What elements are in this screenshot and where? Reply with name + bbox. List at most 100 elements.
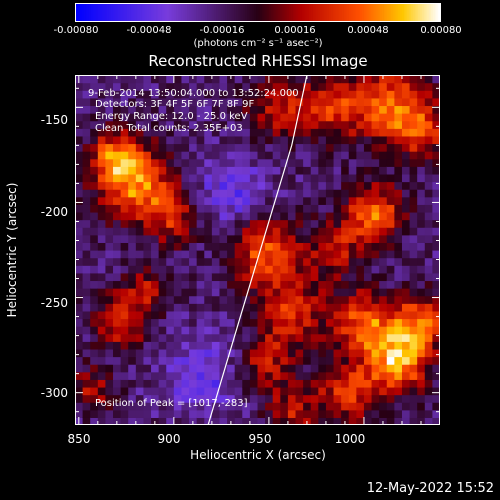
heatmap-cell: [363, 265, 373, 274]
heatmap-cell: [280, 204, 289, 213]
heatmap-cell: [120, 204, 129, 213]
heatmap-cell: [227, 196, 236, 205]
heatmap-cell: [287, 379, 297, 388]
heatmap-cell: [82, 166, 91, 175]
heatmap-cell: [128, 181, 137, 190]
heatmap-cell: [75, 97, 84, 107]
heatmap-cell: [82, 135, 91, 145]
heatmap-cell: [386, 402, 395, 411]
heatmap-cell: [196, 189, 205, 198]
heatmap-cell: [424, 211, 433, 221]
heatmap-cell: [75, 364, 84, 373]
heatmap-cell: [295, 234, 304, 243]
heatmap-cell: [265, 326, 274, 335]
heatmap-cell: [113, 356, 122, 365]
heatmap-cell: [219, 151, 228, 160]
heatmap-cell: [82, 326, 91, 335]
heatmap-cell: [82, 356, 91, 365]
heatmap-cell: [204, 417, 213, 425]
heatmap-cell: [158, 113, 167, 122]
heatmap-cell: [75, 173, 84, 183]
heatmap-cell: [394, 417, 403, 425]
heatmap-cell: [204, 257, 213, 266]
heatmap-cell: [265, 364, 274, 373]
heatmap-cell: [379, 265, 388, 274]
heatmap-cell: [143, 326, 152, 335]
heatmap-cell: [249, 409, 259, 418]
heatmap-cell: [143, 379, 152, 388]
heatmap-cell: [318, 90, 327, 99]
heatmap-cell: [310, 417, 319, 425]
heatmap-cell: [341, 280, 350, 289]
heatmap-cell: [166, 143, 175, 152]
heatmap-cell: [386, 364, 395, 373]
colorbar: [75, 3, 441, 22]
heatmap-cell: [310, 265, 319, 274]
heatmap-cell: [295, 386, 304, 396]
heatmap-cell: [173, 113, 183, 122]
heatmap-cell: [166, 82, 175, 91]
heatmap-cell: [295, 151, 304, 160]
heatmap-cell: [82, 211, 91, 221]
heatmap-cell: [303, 310, 312, 320]
heatmap-cell: [166, 189, 175, 198]
heatmap-cell: [341, 295, 350, 304]
heatmap-cell: [318, 151, 327, 160]
heatmap-cell: [318, 257, 327, 266]
heatmap-cell: [401, 409, 411, 418]
heatmap-cell: [181, 242, 190, 251]
heatmap-cell: [211, 97, 221, 107]
heatmap-cell: [135, 409, 145, 418]
heatmap-cell: [394, 402, 403, 411]
heatmap-cell: [189, 211, 198, 221]
heatmap-cell: [348, 364, 357, 373]
heatmap-cell: [394, 364, 403, 373]
heatmap-cell: [371, 113, 380, 122]
heatmap-cell: [348, 211, 357, 221]
heatmap-cell: [310, 333, 319, 342]
heatmap-cell: [386, 257, 395, 266]
heatmap-cell: [143, 75, 152, 84]
heatmap-cell: [234, 219, 243, 228]
heatmap-cell: [303, 356, 312, 365]
heatmap-cell: [90, 181, 99, 190]
heatmap-cell: [158, 257, 167, 266]
heatmap-cell: [143, 409, 152, 418]
heatmap-cell: [394, 173, 403, 183]
heatmap-cell: [75, 151, 84, 160]
heatmap-cell: [432, 105, 440, 114]
heatmap-cell: [386, 151, 395, 160]
heatmap-cell: [120, 242, 129, 251]
heatmap-cell: [234, 250, 243, 259]
heatmap-cell: [310, 158, 319, 167]
heatmap-cell: [432, 288, 440, 297]
heatmap-cell: [356, 219, 365, 228]
heatmap-cell: [257, 82, 266, 91]
heatmap-cell: [409, 158, 418, 167]
heatmap-cell: [424, 173, 433, 183]
heatmap-cell: [128, 341, 137, 350]
heatmap-cell: [120, 265, 129, 274]
heatmap-cell: [333, 143, 342, 152]
heatmap-cell: [257, 128, 266, 137]
heatmap-cell: [196, 151, 205, 160]
heatmap-cell: [341, 82, 350, 91]
heatmap-cell: [272, 105, 281, 114]
heatmap-cell: [181, 310, 190, 320]
heatmap-cell: [386, 379, 395, 388]
heatmap-cell: [386, 211, 395, 221]
heatmap-cell: [295, 75, 304, 84]
heatmap-cell: [417, 288, 426, 297]
heatmap-cell: [196, 364, 205, 373]
heatmap-cell: [417, 75, 426, 84]
colorbar-unit-label: (photons cm⁻² s⁻¹ asec⁻²): [193, 38, 323, 49]
heatmap-cell: [204, 227, 213, 236]
heatmap-cell: [371, 386, 380, 396]
heatmap-cell: [287, 280, 297, 289]
heatmap-cell: [386, 120, 395, 129]
heatmap-cell: [227, 219, 236, 228]
heatmap-cell: [371, 158, 380, 167]
heatmap-cell: [90, 204, 99, 213]
heatmap-cell: [272, 280, 281, 289]
heatmap-cell: [166, 227, 175, 236]
